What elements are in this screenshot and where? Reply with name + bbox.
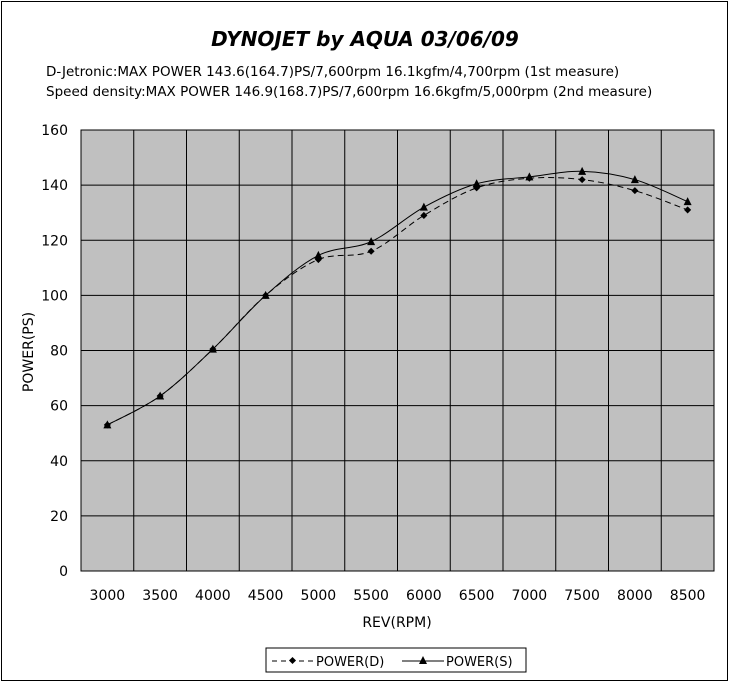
subtitle-line-2: Speed density:MAX POWER 146.9(168.7)PS/7…	[46, 84, 652, 100]
x-tick-label: 5000	[301, 588, 337, 604]
y-tick-label: 80	[50, 344, 68, 360]
data-point-power-s	[103, 420, 112, 429]
data-point-power-d	[420, 211, 428, 219]
legend-label-s: POWER(S)	[446, 655, 513, 670]
y-tick-label: 20	[50, 509, 68, 525]
x-tick-label: 6000	[406, 588, 442, 604]
data-point-power-s	[314, 250, 323, 259]
data-point-power-s	[578, 166, 587, 175]
legend: POWER(D) POWER(S)	[265, 647, 527, 673]
x-tick-label: 4000	[195, 588, 231, 604]
x-tick-label: 4500	[248, 588, 284, 604]
y-tick-label: 100	[41, 288, 68, 304]
x-tick-label: 8500	[670, 588, 706, 604]
data-point-power-s	[156, 391, 165, 400]
data-point-power-s	[472, 179, 481, 188]
data-point-power-s	[683, 197, 692, 206]
y-tick-label: 160	[41, 123, 68, 139]
legend-marker-triangle	[419, 656, 427, 664]
data-point-power-d	[367, 247, 375, 255]
x-tick-label: 7000	[512, 588, 548, 604]
data-point-power-s	[261, 290, 270, 299]
x-tick-label: 6500	[459, 588, 495, 604]
subtitle-line-1: D-Jetronic:MAX POWER 143.6(164.7)PS/7,60…	[46, 64, 619, 80]
data-point-power-d	[684, 206, 692, 214]
data-point-power-s	[419, 202, 428, 211]
data-point-power-d	[631, 187, 639, 195]
data-point-power-s	[208, 344, 217, 353]
legend-label-d: POWER(D)	[316, 655, 384, 670]
data-point-power-s	[630, 175, 639, 184]
y-axis-label: POWER(PS)	[21, 312, 37, 392]
legend-box	[265, 647, 527, 673]
x-tick-label: 3000	[90, 588, 126, 604]
x-tick-labels: 3000 3500 4000 4500 5000 5500 6000 6500 7000 7500…	[90, 588, 706, 604]
y-tick-label: 40	[50, 454, 68, 470]
x-axis-label: REV(RPM)	[362, 615, 431, 631]
chart-title: DYNOJET by AQUA 03/06/09	[211, 27, 519, 51]
y-tick-labels: 0 20 40 60 80 100 120 140 160	[41, 123, 68, 580]
series-group	[103, 166, 692, 429]
data-point-power-d	[578, 176, 586, 184]
x-tick-label: 5500	[353, 588, 389, 604]
x-tick-label: 7500	[564, 588, 600, 604]
data-point-power-s	[525, 172, 534, 181]
x-tick-label: 3500	[142, 588, 178, 604]
x-tick-label: 8000	[617, 588, 653, 604]
data-point-power-s	[367, 237, 376, 246]
y-tick-label: 120	[41, 233, 68, 249]
y-tick-label: 140	[41, 178, 68, 194]
gridlines	[81, 130, 714, 571]
legend-marker-diamond	[288, 656, 297, 665]
y-tick-label: 60	[50, 399, 68, 415]
y-tick-label: 0	[59, 564, 68, 580]
